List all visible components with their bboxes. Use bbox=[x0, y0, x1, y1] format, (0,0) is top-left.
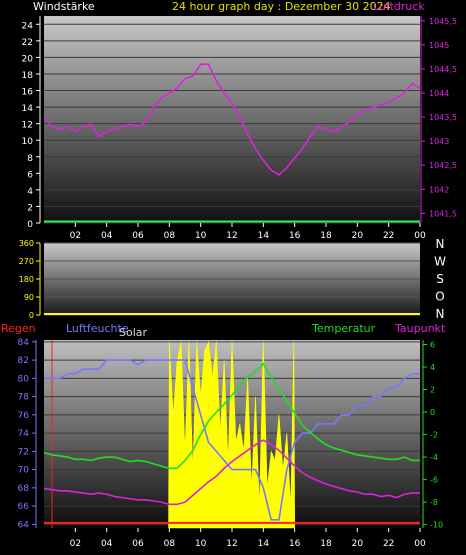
panel-1-right-tick-label: 1043 bbox=[429, 137, 449, 146]
panel-1-left-tick-label: 2 bbox=[27, 203, 33, 213]
panel-3-x-tick-label: 18 bbox=[320, 539, 332, 549]
panel-1-x-tick-label: 22 bbox=[383, 231, 394, 241]
panel-3-right-tick-label: -2 bbox=[430, 431, 438, 440]
panel-1-x-tick-label: 06 bbox=[132, 231, 144, 241]
panel-1-x-tick-label: 18 bbox=[320, 231, 332, 241]
panel-2-direction-label: N bbox=[436, 307, 445, 321]
panel-3-left-tick-label: 70 bbox=[18, 466, 30, 476]
panel-1-left-tick-label: 20 bbox=[22, 54, 34, 64]
panel-1-right-tick-label: 1044 bbox=[429, 89, 449, 98]
panel-3-left-tick-label: 68 bbox=[18, 484, 30, 494]
dewpoint-series-line bbox=[43, 439, 420, 506]
panel-1-x-tick-label: 02 bbox=[70, 231, 81, 241]
panel-1-left-tick-label: 22 bbox=[22, 38, 33, 48]
panel-2-direction-label: N bbox=[436, 237, 445, 251]
panel-1-x-tick-label: 10 bbox=[195, 231, 207, 241]
panel-1-left-tick-label: 4 bbox=[27, 187, 33, 197]
panel-1-x-tick-label: 08 bbox=[164, 231, 176, 241]
panel-3-right-tick-label: 6 bbox=[430, 341, 435, 350]
panel-1-left-tick-label: 8 bbox=[27, 154, 33, 164]
panel-1-left-tick-label: 10 bbox=[22, 137, 34, 147]
panel-2-direction-label: O bbox=[435, 290, 444, 304]
panel-1-x-tick-label: 04 bbox=[101, 231, 113, 241]
panel-1-left-tick-label: 14 bbox=[22, 104, 34, 114]
panel-1-left-tick-label: 16 bbox=[22, 88, 34, 98]
panel-1-right-tick-label: 1043,5 bbox=[429, 113, 457, 122]
panel-3-left-tick-label: 80 bbox=[18, 374, 30, 384]
panel-1-x-tick-label: 14 bbox=[258, 231, 270, 241]
panel-2-direction-label: W bbox=[434, 255, 446, 269]
legend-humidity: Luftfeuchte bbox=[66, 322, 129, 335]
panel-3-x-tick-label: 04 bbox=[101, 539, 113, 549]
panel-3-x-tick-label: 02 bbox=[70, 539, 81, 549]
humidity-series-line bbox=[44, 359, 420, 521]
panel-1-right-tick-label: 1045 bbox=[429, 41, 449, 50]
panel-3-x-tick-label: 10 bbox=[195, 539, 207, 549]
panel-3-left-tick-label: 72 bbox=[18, 447, 29, 457]
panel-2-direction-label: S bbox=[436, 272, 444, 286]
panel-1-x-tick-label: 16 bbox=[289, 231, 301, 241]
panel-1-left-tick-label: 12 bbox=[22, 121, 33, 131]
legend-solar: Solar bbox=[119, 326, 148, 339]
panel-2-left-tick-label: 360 bbox=[19, 239, 34, 248]
wind-speed-label: Windstärke bbox=[33, 0, 95, 13]
panel-1-x-tick-label: 20 bbox=[352, 231, 364, 241]
panel-2-left-tick-label: 90 bbox=[24, 293, 34, 302]
legend-dewpoint: Taupunkt bbox=[394, 322, 446, 335]
panel-1-right-tick-label: 1042,5 bbox=[429, 161, 457, 170]
panel-1-left-tick-label: 6 bbox=[27, 170, 33, 180]
panel-3-left-tick-label: 84 bbox=[18, 338, 30, 348]
panel-3-left-tick-label: 76 bbox=[18, 411, 30, 421]
panel-2-left-tick-label: 270 bbox=[19, 257, 34, 266]
panel-3-right-tick-label: -6 bbox=[430, 476, 438, 485]
panel-1-right-tick-label: 1041,5 bbox=[429, 209, 457, 218]
panel-1-right-tick-label: 1045,5 bbox=[429, 17, 457, 26]
panel-3-x-tick-label: 08 bbox=[164, 539, 176, 549]
pressure-label: Luftdruck bbox=[373, 0, 425, 13]
pressure-series-line bbox=[43, 63, 421, 176]
panel-3-right-tick-label: -8 bbox=[430, 498, 438, 507]
panel-3-x-tick-label: 06 bbox=[132, 539, 144, 549]
panel-3-right-tick-label: -10 bbox=[430, 521, 443, 530]
panel-3-left-tick-label: 74 bbox=[18, 429, 30, 439]
panel-3-left-tick-label: 64 bbox=[18, 520, 30, 530]
panel-3-left-tick-label: 66 bbox=[18, 502, 30, 512]
panel-1-right-tick-label: 1044,5 bbox=[429, 65, 457, 74]
panel-3-x-tick-label: 14 bbox=[258, 539, 270, 549]
panel-3-left-tick-label: 82 bbox=[18, 356, 29, 366]
panel-2-left-tick-label: 180 bbox=[19, 275, 34, 284]
panel-3-right-tick-label: -4 bbox=[430, 453, 438, 462]
panel-1-left-tick-label: 18 bbox=[22, 71, 34, 81]
panel-1-plot-area bbox=[44, 16, 420, 223]
panel-3-right-tick-label: 0 bbox=[430, 408, 435, 417]
panel-3-right-tick-label: 2 bbox=[430, 386, 435, 395]
panel-1-left-tick-label: 24 bbox=[22, 21, 34, 31]
panel-1-right-tick-label: 1042 bbox=[429, 185, 449, 194]
panel-3-x-tick-label: 22 bbox=[383, 539, 394, 549]
panel-2-left-tick-label: 0 bbox=[29, 311, 34, 320]
panel-1-left-tick-label: 0 bbox=[27, 220, 33, 230]
panel-1-x-tick-label: 00 bbox=[414, 231, 426, 241]
panel-3-left-tick-label: 78 bbox=[18, 393, 30, 403]
panel-3-x-tick-label: 12 bbox=[226, 539, 237, 549]
chart-title: 24 hour graph day : Dezember 30 2024 bbox=[172, 0, 391, 13]
panel-3-right-tick-label: 4 bbox=[430, 363, 435, 372]
panel-3-x-tick-label: 20 bbox=[352, 539, 364, 549]
legend-temperature: Temperatur bbox=[311, 322, 376, 335]
temperature-series-line bbox=[43, 362, 420, 470]
panel-1-x-tick-label: 12 bbox=[226, 231, 237, 241]
panel-3-x-tick-label: 16 bbox=[289, 539, 301, 549]
panel-3-x-tick-label: 00 bbox=[414, 539, 426, 549]
legend-rain: Regen bbox=[1, 322, 36, 335]
